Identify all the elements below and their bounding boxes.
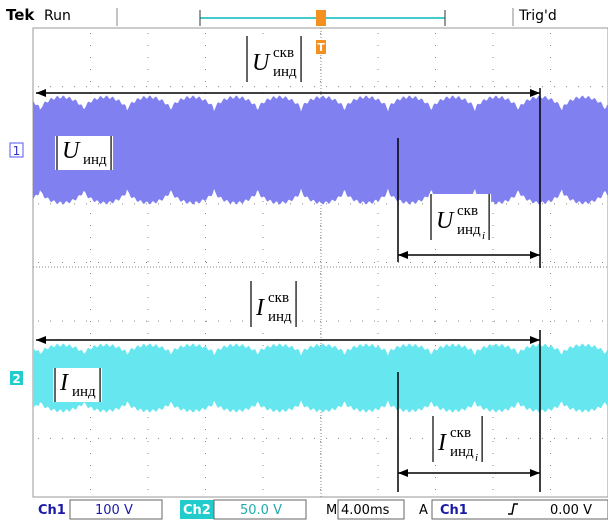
superscript: скв bbox=[450, 425, 471, 441]
symbol: I bbox=[437, 430, 447, 456]
ch2-label: Ch2 bbox=[183, 503, 211, 518]
trigger-mode: A bbox=[419, 503, 428, 518]
subscript: инд bbox=[273, 64, 297, 80]
ch2-waveform bbox=[33, 344, 608, 413]
symbol: I bbox=[255, 295, 265, 321]
sub-subscript: i bbox=[482, 230, 485, 242]
trigger-marker: T bbox=[317, 41, 325, 54]
symbol: U bbox=[436, 208, 455, 234]
ch1-label: Ch1 bbox=[38, 503, 66, 518]
brand: Tek bbox=[6, 6, 35, 24]
ch1-marker: 1 bbox=[13, 144, 21, 158]
symbol: U bbox=[252, 50, 271, 76]
superscript: скв bbox=[457, 203, 478, 219]
ch2-scale: 50.0 V bbox=[240, 503, 282, 518]
ch1-scale: 100 V bbox=[95, 503, 133, 518]
trigger-position bbox=[316, 10, 326, 26]
timebase: 4.00ms bbox=[341, 503, 390, 518]
trigger-source: Ch1 bbox=[440, 503, 468, 518]
superscript: скв bbox=[273, 45, 294, 61]
subscript: инд bbox=[450, 444, 474, 460]
subscript: инд bbox=[457, 222, 481, 238]
symbol: U bbox=[62, 138, 81, 164]
trigger-level: 0.00 V bbox=[550, 503, 592, 518]
subscript: инд bbox=[83, 152, 107, 168]
ch1-waveform bbox=[33, 96, 608, 205]
superscript: скв bbox=[268, 290, 289, 306]
subscript: инд bbox=[72, 384, 96, 400]
subscript: инд bbox=[268, 309, 292, 325]
run-status: Run bbox=[44, 8, 71, 24]
ch2-marker: 2 bbox=[12, 372, 20, 386]
trigger-status: Trig'd bbox=[518, 8, 557, 24]
symbol: I bbox=[59, 370, 69, 396]
sub-subscript: i bbox=[475, 452, 478, 464]
timebase-prefix: M bbox=[326, 503, 337, 518]
scope-screen: Tek Run Trig'd UсквиндUиндUсквиндiIсквин… bbox=[0, 0, 608, 523]
